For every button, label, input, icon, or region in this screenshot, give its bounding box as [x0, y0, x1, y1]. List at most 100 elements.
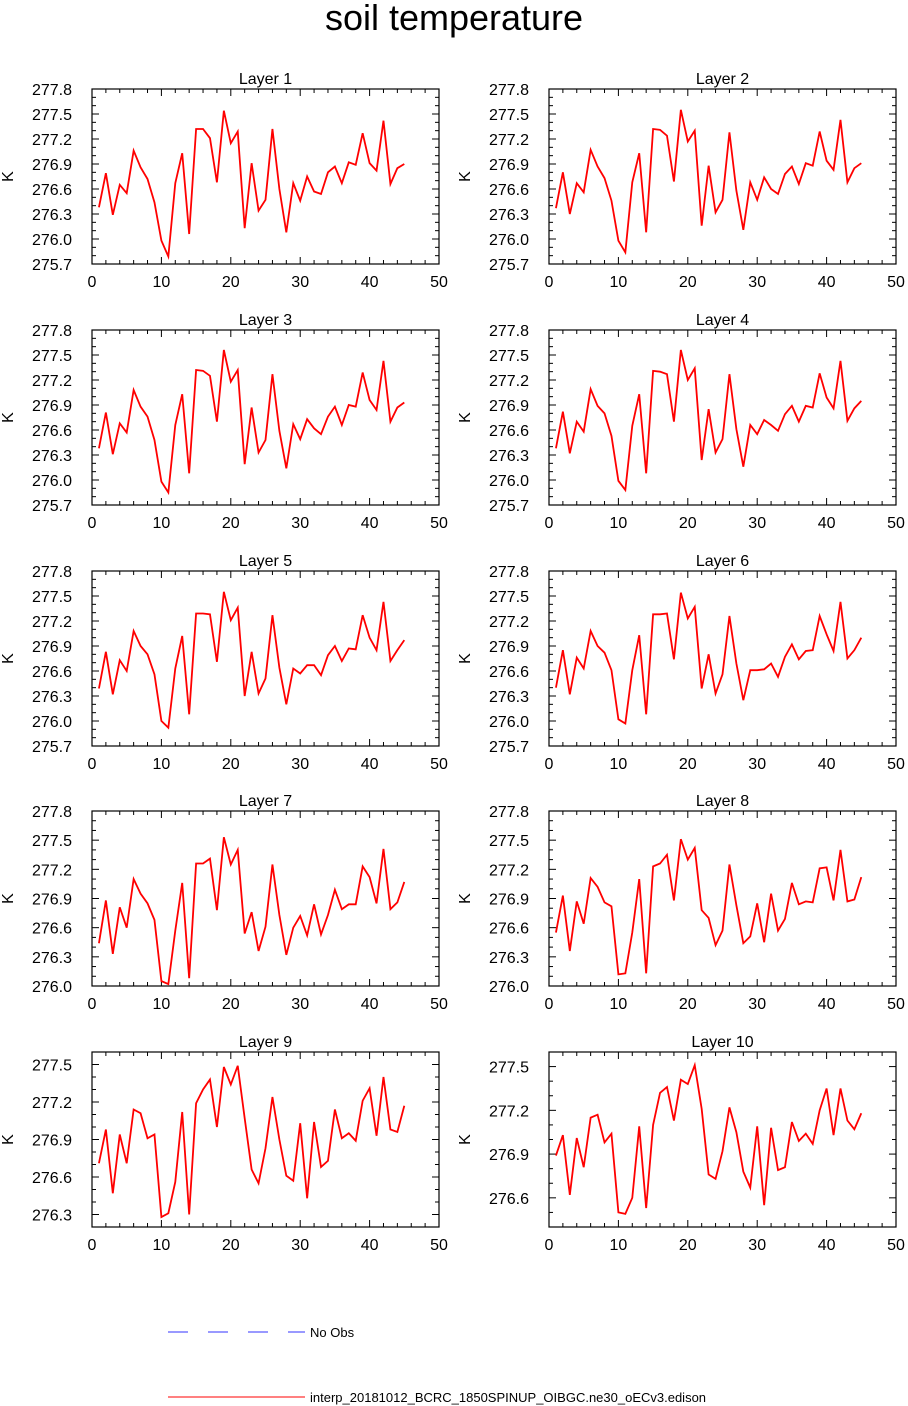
- y-tick-label: 276.3: [32, 950, 72, 967]
- y-tick-label: 275.7: [32, 257, 72, 274]
- x-tick-label: 20: [222, 274, 240, 291]
- y-tick-label: 276.9: [32, 892, 72, 909]
- series-line-1: [98, 837, 406, 986]
- y-tick-label: 277.2: [489, 132, 529, 149]
- y-tick-label: 277.2: [489, 373, 529, 390]
- y-tick-label: 277.2: [32, 862, 72, 879]
- panel-7: Layer 7 K 0 10 20 30 40 50 276.0 276.3 276.6 276.9 2…: [0, 793, 448, 1013]
- series-line-1: [98, 591, 406, 730]
- y-tick-label: 276.0: [489, 232, 529, 249]
- panel-8: Layer 8 K 0 10 20 30 40 50 276.0 276.3 276.6 276.9 2…: [457, 793, 905, 1013]
- panel-frame: [548, 329, 897, 506]
- panel-frame: [548, 1051, 897, 1228]
- x-tick-label: 0: [545, 756, 554, 773]
- y-tick-label: 277.5: [32, 1058, 72, 1075]
- y-axis-label: K: [0, 1134, 17, 1145]
- y-tick-label: 276.9: [32, 1133, 72, 1150]
- y-tick-label: 277.8: [489, 564, 529, 581]
- y-axis-label: K: [457, 893, 474, 904]
- x-tick-label: 0: [545, 515, 554, 532]
- x-tick-label: 30: [291, 756, 309, 773]
- y-tick-label: 277.8: [489, 82, 529, 99]
- x-tick-label: 50: [430, 1237, 448, 1254]
- legend-obs-label: No Obs: [310, 1325, 355, 1340]
- x-tick-label: 10: [610, 515, 628, 532]
- y-tick-label: 276.0: [489, 714, 529, 731]
- x-tick-label: 20: [679, 515, 697, 532]
- panel-title: Layer 4: [696, 312, 749, 329]
- y-tick-label: 276.9: [32, 398, 72, 415]
- x-tick-label: 50: [887, 274, 905, 291]
- x-tick-label: 0: [88, 996, 97, 1013]
- x-tick-label: 50: [430, 756, 448, 773]
- y-tick-label: 276.9: [489, 639, 529, 656]
- y-tick-label: 276.6: [32, 921, 72, 938]
- x-tick-label: 30: [748, 756, 766, 773]
- x-tick-label: 10: [610, 1237, 628, 1254]
- x-tick-label: 40: [818, 1237, 836, 1254]
- y-tick-label: 276.0: [32, 473, 72, 490]
- x-tick-label: 20: [222, 996, 240, 1013]
- y-tick-label: 276.3: [489, 207, 529, 224]
- panel-4: Layer 4 K 0 10 20 30 40 50 275.7 276.0 276.3 276.6 2…: [457, 312, 905, 532]
- x-tick-label: 20: [679, 996, 697, 1013]
- y-tick-label: 276.0: [489, 979, 529, 996]
- y-tick-label: 276.6: [32, 1170, 72, 1187]
- y-tick-label: 276.6: [32, 664, 72, 681]
- y-tick-label: 276.6: [489, 182, 529, 199]
- x-tick-label: 40: [361, 515, 379, 532]
- x-tick-label: 10: [153, 756, 171, 773]
- y-tick-label: 276.9: [489, 157, 529, 174]
- series-line-1: [555, 349, 862, 493]
- x-tick-label: 20: [679, 756, 697, 773]
- x-tick-label: 50: [430, 274, 448, 291]
- x-tick-label: 30: [748, 1237, 766, 1254]
- x-tick-label: 20: [679, 274, 697, 291]
- x-tick-label: 30: [291, 1237, 309, 1254]
- x-tick-label: 30: [291, 996, 309, 1013]
- x-tick-label: 10: [153, 996, 171, 1013]
- series-line-1: [555, 592, 863, 725]
- y-axis-label: K: [0, 412, 17, 423]
- y-tick-label: 276.0: [489, 473, 529, 490]
- panel-frame: [91, 88, 440, 265]
- panel-5: Layer 5 K 0 10 20 30 40 50 275.7 276.0 276.3 276.6 2…: [0, 553, 448, 773]
- y-tick-label: 275.7: [32, 739, 72, 756]
- x-tick-label: 30: [748, 274, 766, 291]
- x-tick-label: 0: [88, 1237, 97, 1254]
- panels-group: Layer 1 K 0 10 20 30 40 50 275.7 276.0 276.3 276.6 2…: [0, 71, 905, 1254]
- y-tick-label: 276.3: [32, 689, 72, 706]
- x-tick-label: 40: [818, 996, 836, 1013]
- x-tick-label: 20: [222, 1237, 240, 1254]
- x-tick-label: 40: [361, 756, 379, 773]
- panel-title: Layer 6: [696, 553, 749, 570]
- y-tick-label: 277.2: [32, 1095, 72, 1112]
- panel-title: Layer 5: [239, 553, 292, 570]
- panel-title: Layer 8: [696, 793, 749, 810]
- y-tick-label: 277.2: [489, 862, 529, 879]
- y-tick-label: 276.3: [32, 448, 72, 465]
- legend-model-label: interp_20181012_BCRC_1850SPINUP_OIBGC.ne…: [310, 1390, 706, 1405]
- x-tick-label: 30: [748, 996, 766, 1013]
- y-tick-label: 276.9: [489, 1147, 529, 1164]
- y-tick-label: 276.0: [32, 232, 72, 249]
- y-tick-label: 277.2: [32, 373, 72, 390]
- y-axis-label: K: [0, 171, 17, 182]
- y-tick-label: 276.9: [32, 157, 72, 174]
- x-tick-label: 0: [88, 515, 97, 532]
- x-tick-label: 50: [430, 996, 448, 1013]
- y-tick-label: 277.8: [32, 82, 72, 99]
- y-tick-label: 277.5: [489, 107, 529, 124]
- panel-frame: [548, 570, 897, 747]
- panel-frame: [91, 570, 440, 747]
- y-tick-label: 276.6: [32, 423, 72, 440]
- y-tick-label: 276.0: [32, 979, 72, 996]
- y-tick-label: 276.3: [489, 950, 529, 967]
- x-tick-label: 40: [818, 515, 836, 532]
- y-tick-label: 276.9: [32, 639, 72, 656]
- y-axis-label: K: [457, 1134, 474, 1145]
- y-tick-label: 276.6: [489, 664, 529, 681]
- x-tick-label: 0: [545, 274, 554, 291]
- x-tick-label: 20: [679, 1237, 697, 1254]
